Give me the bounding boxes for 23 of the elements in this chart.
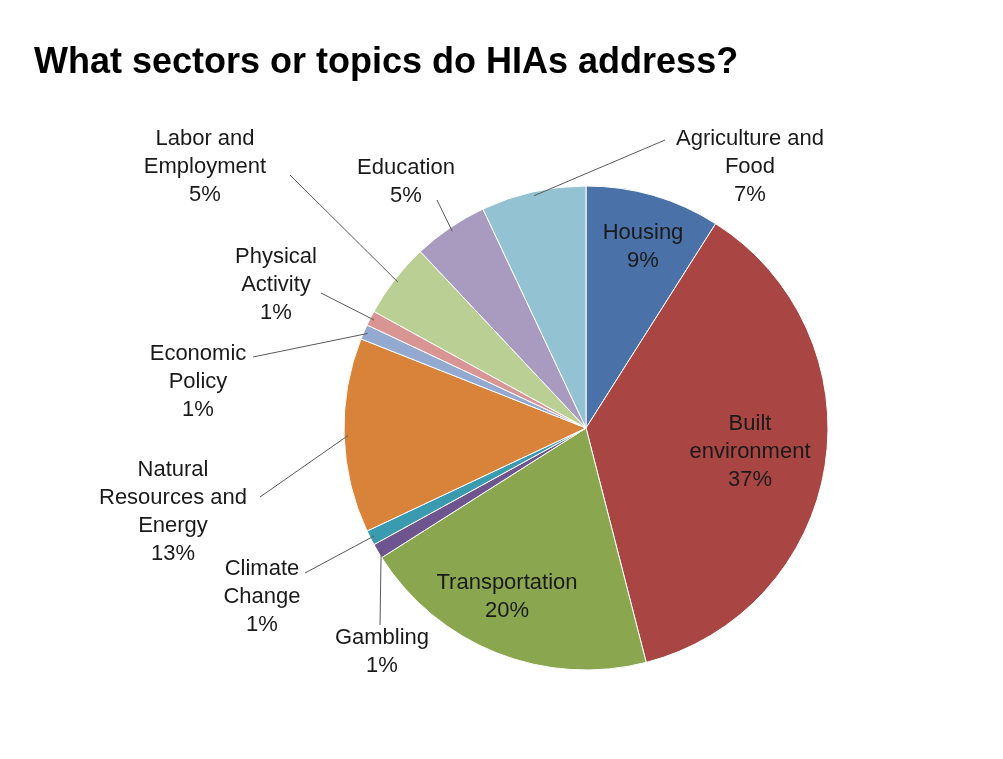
chart-title: What sectors or topics do HIAs address? (34, 40, 739, 82)
data-label: 5% (189, 180, 221, 206)
slice-label: Transportation (436, 568, 578, 594)
data-label: 9% (627, 246, 659, 272)
slice-label: Natural Resources and Energy (99, 455, 247, 537)
slice-label: Economic Policy (149, 339, 247, 393)
data-label: 37% (727, 465, 773, 491)
slice-label: Climate Change (223, 554, 301, 608)
slice-label: Gambling (334, 623, 430, 649)
slice-label: Built environment (689, 409, 811, 463)
data-label: 1% (260, 298, 292, 324)
slice-label: Physical Activity (235, 242, 317, 296)
slice-label: Labor and Employment (143, 124, 267, 178)
data-label: 1% (366, 651, 398, 677)
slice-label: Agriculture and Food (676, 124, 824, 178)
data-label: 1% (246, 610, 278, 636)
data-label: 13% (150, 539, 196, 565)
data-label: 1% (182, 395, 214, 421)
slice-label: Housing (602, 218, 684, 244)
data-label: 7% (734, 180, 766, 206)
slice-label: Education (357, 153, 455, 179)
data-label: 20% (484, 596, 530, 622)
data-label: 5% (390, 181, 422, 207)
